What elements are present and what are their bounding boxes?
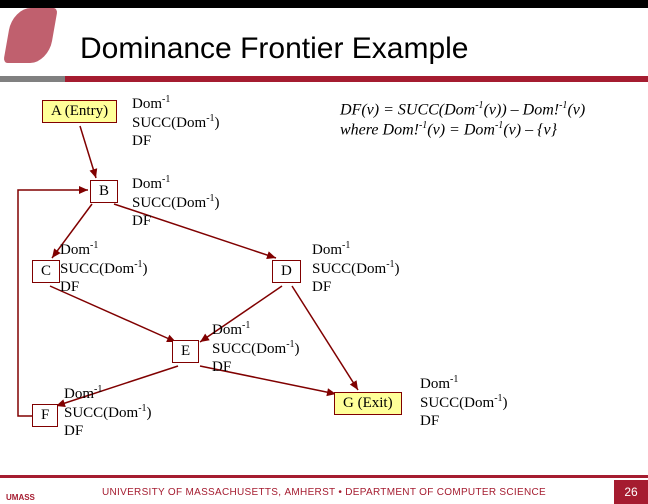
annot-f: Dom-1SUCC(Dom-1)DF — [64, 384, 152, 440]
footer: UMASS UNIVERSITY OF MASSACHUSETTS, AMHER… — [0, 474, 648, 504]
top-bar — [0, 0, 648, 8]
annot-g: Dom-1SUCC(Dom-1)DF — [420, 374, 508, 430]
footer-line — [0, 475, 648, 478]
node-e: E — [172, 340, 199, 363]
footer-univ: NIVERSITY OF — [110, 487, 186, 498]
annot-e: Dom-1SUCC(Dom-1)DF — [212, 320, 300, 376]
node-c: C — [32, 260, 60, 283]
node-d: D — [272, 260, 301, 283]
diagram-area: DF(v) = SUCC(Dom-1(v)) – Dom!-1(v) where… — [0, 92, 648, 460]
slide-title: Dominance Frontier Example — [80, 32, 469, 66]
annot-c: Dom-1SUCC(Dom-1)DF — [60, 240, 148, 296]
node-b: B — [90, 180, 118, 203]
node-g: G (Exit) — [334, 392, 402, 415]
footer-text: UNIVERSITY OF MASSACHUSETTS, AMHERST • D… — [0, 487, 648, 498]
node-f: F — [32, 404, 58, 427]
df-formula: DF(v) = SUCC(Dom-1(v)) – Dom!-1(v) where… — [340, 100, 630, 141]
page-number: 26 — [614, 480, 648, 504]
umass-swoosh-icon — [3, 8, 58, 63]
annot-d: Dom-1SUCC(Dom-1)DF — [312, 240, 400, 296]
annot-b: Dom-1SUCC(Dom-1)DF — [132, 174, 220, 230]
node-a: A (Entry) — [42, 100, 117, 123]
annot-a: Dom-1SUCC(Dom-1)DF — [132, 94, 220, 150]
title-underline — [0, 76, 648, 82]
